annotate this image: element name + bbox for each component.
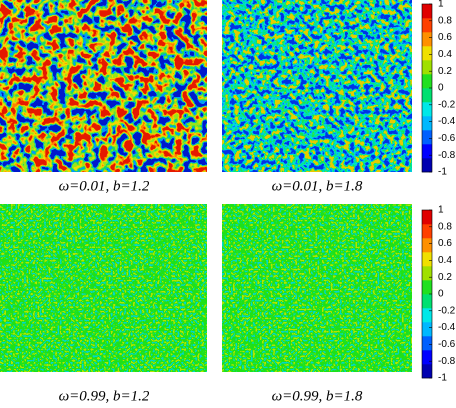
colorbar-swatch	[422, 364, 432, 379]
tick-label: 0.2	[438, 66, 452, 77]
colorbar-swatch	[422, 322, 432, 337]
tick-label: -1	[438, 373, 447, 384]
colorbar-swatch	[422, 74, 432, 89]
tick-label: 0.2	[438, 272, 452, 283]
colorbar-swatch	[422, 294, 432, 309]
panel-caption: ω=0.99, b=1.8	[272, 388, 363, 404]
heatmap	[222, 0, 412, 172]
tick-label: 0.6	[438, 32, 452, 43]
colorbar-swatch	[422, 336, 432, 351]
tick-label: -1	[438, 167, 447, 178]
colorbar-swatch	[422, 60, 432, 75]
panel-caption: ω=0.01, b=1.8	[272, 178, 363, 194]
panel-caption: ω=0.01, b=1.2	[59, 178, 150, 194]
tick-label: -0.4	[438, 116, 456, 127]
tick-label: 0.6	[438, 238, 452, 249]
colorbar-swatch	[422, 144, 432, 159]
colorbar-swatch	[422, 4, 432, 19]
colorbar-swatch	[422, 32, 432, 47]
colorbar-swatch	[422, 102, 432, 117]
colorbar-swatch	[422, 224, 432, 239]
colorbar-swatch	[422, 158, 432, 173]
tick-label: 0.8	[438, 221, 452, 232]
colorbar-swatch	[422, 18, 432, 33]
tick-label: 0.4	[438, 255, 452, 266]
colorbar-swatch	[422, 210, 432, 225]
tick-label: -0.6	[438, 133, 456, 144]
tick-label: 1	[438, 0, 444, 10]
colorbar-swatch	[422, 88, 432, 103]
tick-label: 0.8	[438, 15, 452, 26]
colorbar-swatch	[422, 238, 432, 253]
tick-label: 1	[438, 205, 444, 216]
colorbar-swatch	[422, 266, 432, 281]
heatmap	[0, 204, 207, 372]
tick-label: 0.4	[438, 49, 452, 60]
tick-label: -0.4	[438, 322, 456, 333]
tick-label: -0.2	[438, 305, 456, 316]
tick-label: -0.8	[438, 150, 456, 161]
colorbar-swatch	[422, 130, 432, 145]
tick-label: -0.2	[438, 99, 456, 110]
tick-label: -0.8	[438, 356, 456, 367]
colorbar-swatch	[422, 308, 432, 323]
colorbar-swatch	[422, 252, 432, 267]
heatmap	[222, 204, 412, 372]
tick-label: -0.6	[438, 339, 456, 350]
tick-label: 0	[438, 289, 444, 300]
heatmap	[0, 0, 207, 172]
colorbar-swatch	[422, 350, 432, 365]
colorbar-swatch	[422, 116, 432, 131]
colorbar-swatch	[422, 46, 432, 61]
panel-caption: ω=0.99, b=1.2	[59, 388, 150, 404]
colorbar-swatch	[422, 280, 432, 295]
tick-label: 0	[438, 83, 444, 94]
